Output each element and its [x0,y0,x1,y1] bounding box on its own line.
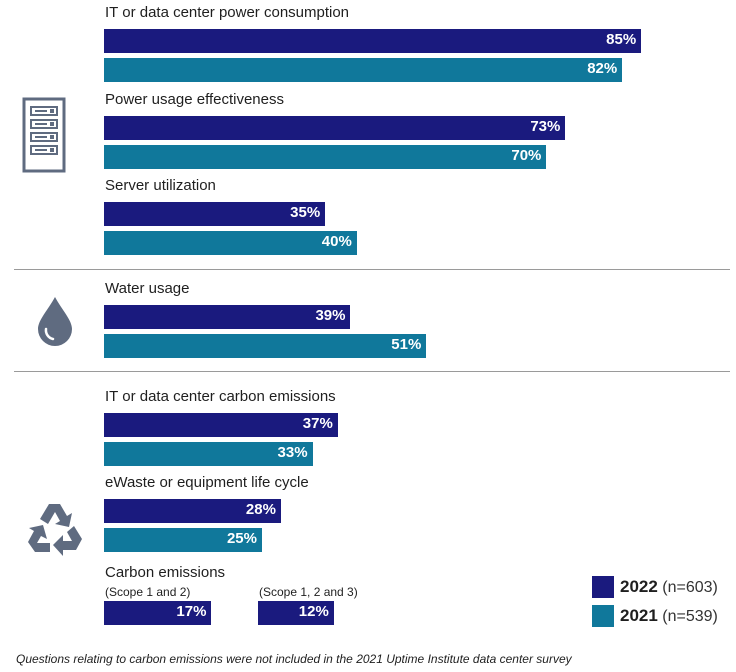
bar-2021: 51% [104,334,427,358]
bar-value-label: 25% [226,530,257,547]
bar-value-label: 85% [606,31,637,48]
category-label: IT or data center carbon emissions [105,388,336,405]
scope-sublabel: (Scope 1, 2 and 3) [259,585,358,599]
legend-label-2021: 2021 (n=539) [620,606,718,626]
bar-value-label: 17% [176,603,207,620]
bar-2021: 70% [104,145,547,169]
category-label: Server utilization [105,177,216,194]
bar-2022: 17% [104,601,212,625]
recycle-icon [28,504,82,556]
legend-swatch-2022 [592,576,614,598]
bar-2022: 35% [104,202,326,226]
server-rack-icon [22,97,66,173]
legend-label-2022: 2022 (n=603) [620,577,718,597]
bar-value-label: 12% [298,603,329,620]
legend-n-2021: (n=539) [662,608,718,625]
category-label: Water usage [105,280,190,297]
bar-value-label: 28% [245,501,276,518]
bar-value-label: 39% [315,307,346,324]
legend-n-2022: (n=603) [662,579,718,596]
bar-value-label: 73% [530,118,561,135]
water-drop-icon [38,297,72,346]
section-divider [14,371,730,372]
footnote: Questions relating to carbon emissions w… [16,652,572,666]
legend-swatch-2021 [592,605,614,627]
bar-value-label: 33% [277,444,308,461]
legend-year-2022: 2022 [620,577,658,596]
bar-2022: 12% [258,601,334,625]
bar-2022: 28% [104,499,281,523]
bar-2022: 85% [104,29,642,53]
bar-value-label: 35% [290,204,321,221]
bar-2022: 73% [104,116,566,140]
bar-2021: 33% [104,442,313,466]
bar-value-label: 40% [321,233,352,250]
bar-value-label: 51% [391,336,422,353]
category-label: Power usage effectiveness [105,91,284,108]
scope-sublabel: (Scope 1 and 2) [105,585,191,599]
category-label: IT or data center power consumption [105,4,350,21]
bar-value-label: 37% [302,415,333,432]
bar-2021: 40% [104,231,357,255]
bar-2021: 25% [104,528,262,552]
legend-year-2021: 2021 [620,606,658,625]
section-divider [14,269,730,270]
bar-2022: 37% [104,413,338,437]
bar-value-label: 82% [587,60,618,77]
bar-2021: 82% [104,58,623,82]
bar-value-label: 70% [511,147,542,164]
category-label: Carbon emissions [105,564,226,581]
category-label: eWaste or equipment life cycle [105,474,309,491]
bar-2022: 39% [104,305,351,329]
